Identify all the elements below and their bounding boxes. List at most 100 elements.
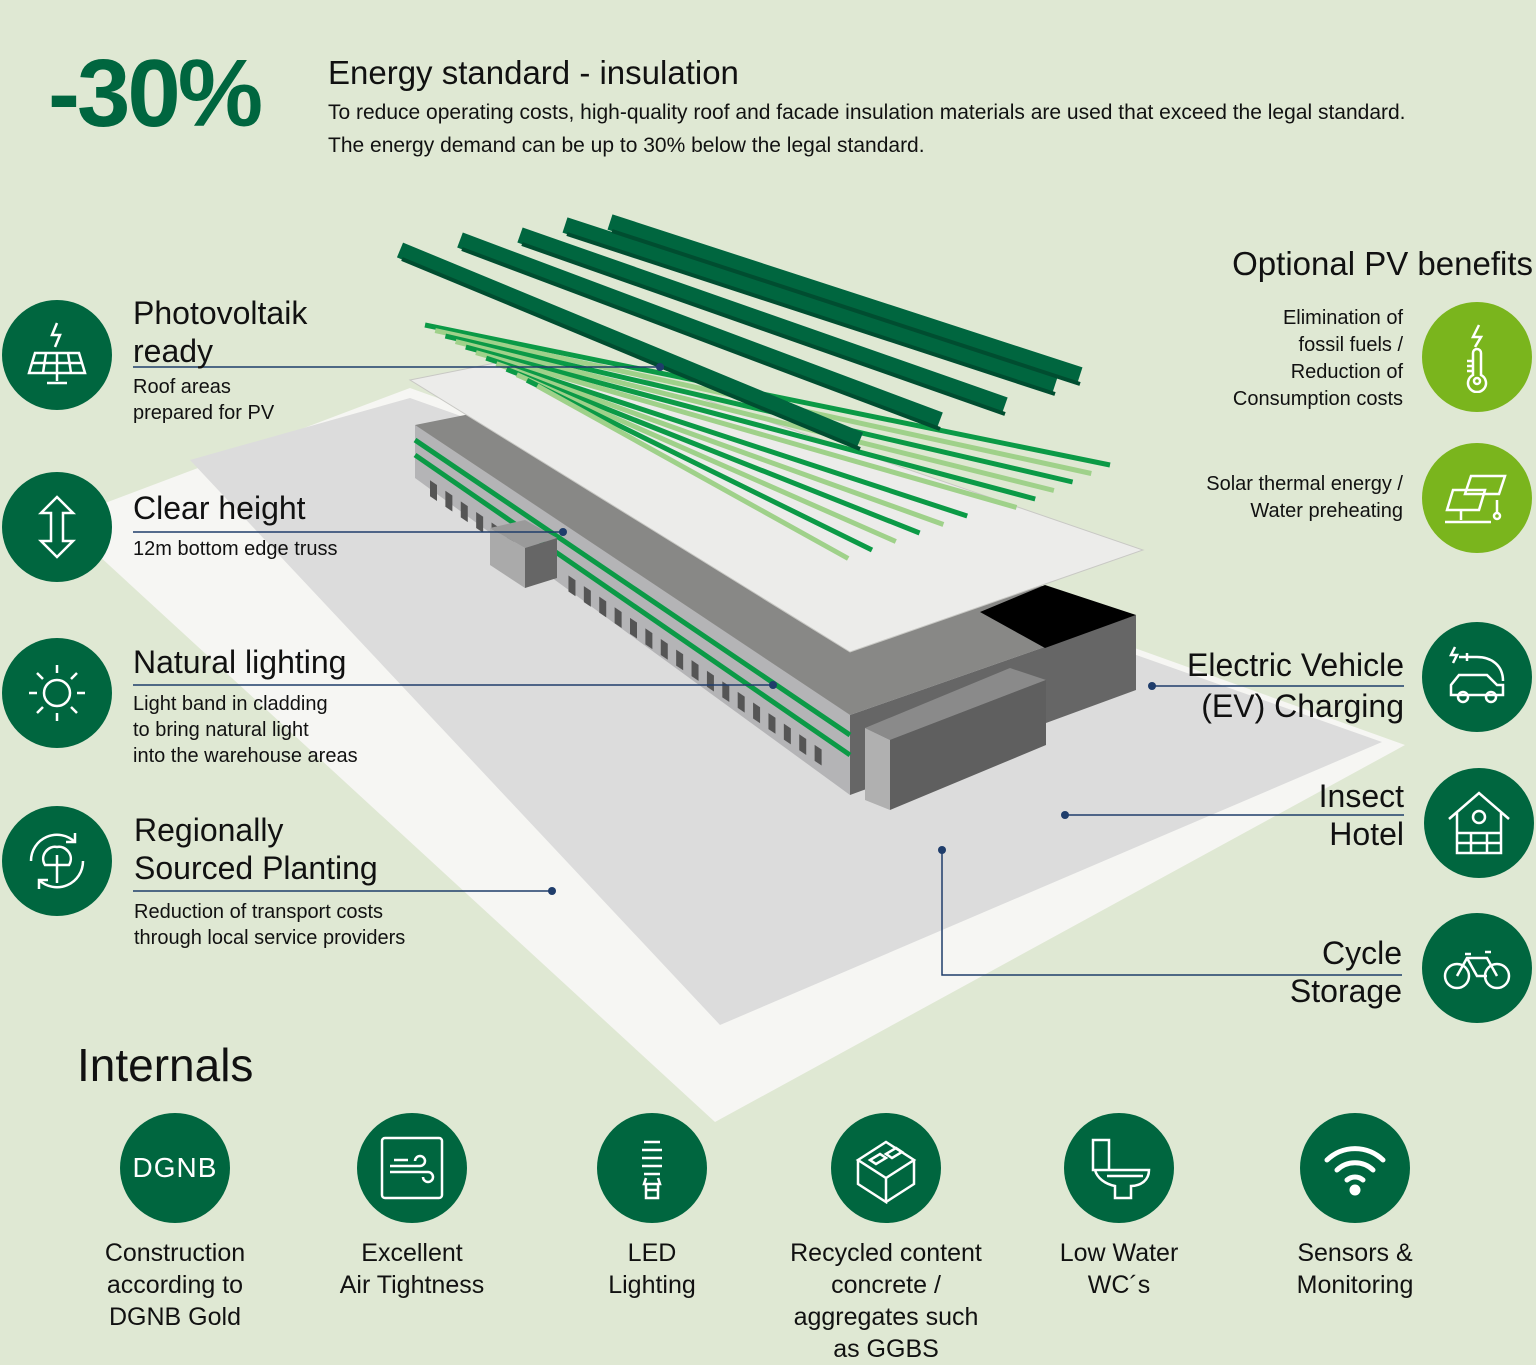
- internals-title: Internals: [77, 1039, 254, 1091]
- loading-dock-door: [676, 649, 684, 671]
- loading-dock-door: [599, 596, 607, 618]
- line: LED: [627, 1239, 677, 1267]
- pv-stripe: [465, 344, 1036, 502]
- pv-benefit-solar-thermal: Solar thermal energy / Water preheating: [1206, 471, 1403, 525]
- loading-dock-door: [722, 681, 730, 703]
- light-band: [413, 452, 852, 758]
- line: Recycled content: [790, 1239, 982, 1267]
- sub-line: Roof areas: [133, 376, 231, 398]
- small-box-front: [490, 528, 525, 588]
- energy-reduction-value: -30%: [48, 40, 263, 147]
- sub-line: through local service providers: [134, 927, 406, 949]
- energy-standard-title: Energy standard - insulation: [328, 54, 739, 91]
- loading-dock-door: [737, 691, 745, 713]
- vertical-arrows-icon: [2, 472, 112, 582]
- title-line: Sourced Planting: [134, 850, 378, 886]
- ev-charging-label: Electric Vehicle (EV) Charging: [1187, 646, 1404, 725]
- roof-beam-edge: [461, 247, 941, 431]
- pv-stripe: [505, 366, 921, 536]
- loading-dock-door: [630, 617, 637, 639]
- clear-height-sub: 12m bottom edge truss: [133, 538, 338, 560]
- line: Insect: [1318, 778, 1404, 814]
- led-bulb-icon: [597, 1113, 707, 1223]
- pv-stripe: [495, 361, 945, 527]
- insect-hotel-label: Insect Hotel: [1319, 777, 1404, 853]
- leader-lines: [133, 366, 1404, 976]
- line: Lighting: [608, 1271, 696, 1299]
- side-building-front: [865, 728, 890, 810]
- loading-dock-door: [476, 511, 484, 533]
- line: Hotel: [1329, 816, 1404, 852]
- cycle-storage-label: Cycle Storage: [1290, 934, 1402, 1010]
- bicycle-icon: [1422, 913, 1532, 1023]
- loading-dock-door: [799, 734, 807, 755]
- loading-dock-door: [614, 607, 622, 628]
- internal-dgnb: DGNB Construction according to DGNB Gold: [55, 1113, 295, 1333]
- line: aggregates such: [793, 1303, 979, 1331]
- pv-benefits-title: Optional PV benefits: [1232, 245, 1533, 282]
- leader-dots: [548, 363, 1156, 895]
- roof-beam: [457, 232, 943, 428]
- photovoltaik-sub: Roof areas prepared for PV: [133, 374, 274, 426]
- loading-dock-door: [445, 490, 453, 512]
- sub-line: prepared for PV: [133, 402, 275, 424]
- clear-height-title: Clear height: [133, 490, 306, 526]
- dgnb-icon-text: DGNB: [132, 1152, 218, 1183]
- body-line: The energy demand can be up to 30% below…: [328, 134, 925, 157]
- pv-stripe: [535, 383, 850, 561]
- side-building-top: [865, 668, 1046, 740]
- loading-dock-door: [768, 713, 776, 734]
- title-line: Photovoltaik: [133, 295, 308, 331]
- line: WC´s: [1087, 1271, 1151, 1299]
- loading-dock-door: [568, 575, 576, 597]
- light-band: [413, 437, 852, 738]
- loading-dock-door: [691, 660, 699, 681]
- line: Sensors &: [1297, 1239, 1413, 1267]
- line: Storage: [1289, 973, 1402, 1009]
- line: Cycle: [1321, 935, 1402, 971]
- loading-dock-door: [645, 628, 653, 650]
- body-line: To reduce operating costs, high-quality …: [328, 101, 1406, 124]
- roof-beam: [396, 242, 864, 448]
- internal-led: LED Lighting: [532, 1113, 772, 1301]
- line: Reduction of: [1290, 361, 1403, 383]
- line: concrete /: [831, 1271, 941, 1299]
- roof-beam-edge: [566, 232, 1056, 396]
- loading-dock-door: [583, 586, 591, 607]
- title-line: Regionally: [134, 812, 284, 848]
- loading-dock-door: [753, 702, 761, 724]
- roof-beam: [517, 227, 1008, 413]
- pv-stripe: [485, 355, 968, 519]
- loading-dock-door: [460, 501, 468, 523]
- solar-panel-icon: [2, 300, 112, 410]
- line: Monitoring: [1296, 1271, 1414, 1299]
- dgnb-icon: DGNB: [120, 1113, 230, 1223]
- line: Water preheating: [1250, 500, 1403, 522]
- line: Construction: [104, 1239, 246, 1267]
- internal-air-tightness: Excellent Air Tightness: [292, 1113, 532, 1301]
- ev-charging-icon: [1422, 622, 1532, 732]
- line: according to: [106, 1271, 244, 1299]
- sub-line: Reduction of transport costs: [134, 901, 384, 923]
- line: fossil fuels /: [1298, 334, 1403, 356]
- sub-line: Light band in cladding: [133, 693, 328, 715]
- photovoltaik-title: Photovoltaik ready: [133, 294, 307, 370]
- roof-beam: [607, 214, 1083, 383]
- pv-stripe: [475, 350, 1018, 510]
- line: Low Water: [1059, 1239, 1179, 1267]
- natural-lighting-sub: Light band in cladding to bring natural l…: [133, 691, 358, 769]
- side-building-side: [890, 680, 1046, 810]
- lightning-thermometer-icon: [1422, 302, 1532, 412]
- title-line: ready: [133, 333, 214, 369]
- concrete-block-icon: [831, 1113, 941, 1223]
- pv-stripe: [525, 378, 874, 553]
- roof-beam-edge: [611, 229, 1081, 386]
- loading-dock-door: [783, 723, 791, 745]
- loading-dock-door: [706, 670, 714, 692]
- line: Electric Vehicle: [1187, 647, 1404, 683]
- regional-planting-title: Regionally Sourced Planting: [134, 811, 378, 887]
- tree-recycle-icon: [2, 806, 112, 916]
- insect-hotel-icon: [1424, 768, 1534, 878]
- line: Consumption costs: [1232, 388, 1403, 410]
